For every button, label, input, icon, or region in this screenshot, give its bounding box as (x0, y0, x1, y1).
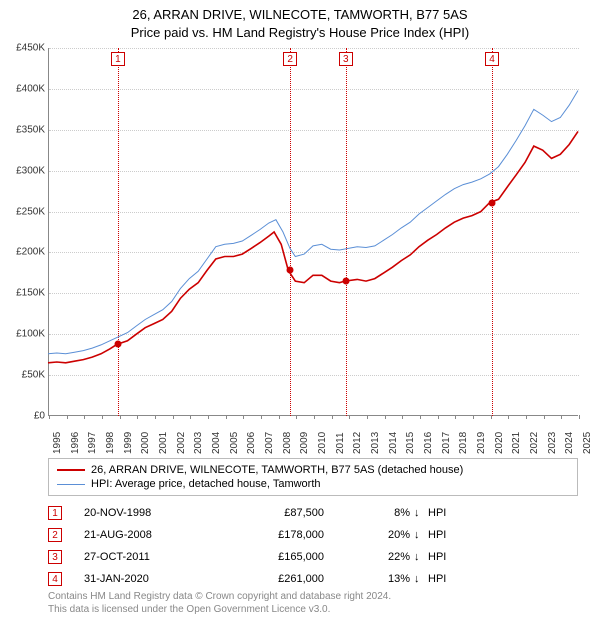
sale-price: £87,500 (224, 507, 324, 519)
sale-hpi-tag: HPI (428, 529, 468, 541)
sale-row: 1 20-NOV-1998£87,5008%↓HPI (48, 502, 578, 524)
x-axis-label: 2013 (370, 432, 381, 454)
sale-hpi-tag: HPI (428, 507, 468, 519)
x-axis-label: 2003 (193, 432, 204, 454)
x-axis-label: 1995 (52, 432, 63, 454)
sale-index-badge: 4 (48, 572, 62, 586)
x-axis-label: 2024 (564, 432, 575, 454)
title-line-1: 26, ARRAN DRIVE, WILNECOTE, TAMWORTH, B7… (132, 7, 467, 22)
x-axis-label: 2014 (388, 432, 399, 454)
x-axis-label: 2017 (441, 432, 452, 454)
sale-price: £165,000 (224, 551, 324, 563)
series-line (48, 91, 578, 354)
sale-hpi-tag: HPI (428, 551, 468, 563)
x-axis-label: 2025 (582, 432, 593, 454)
sales-table: 120-NOV-1998£87,5008%↓HPI221-AUG-2008£17… (48, 502, 578, 590)
x-axis-label: 1996 (70, 432, 81, 454)
chart-title: 26, ARRAN DRIVE, WILNECOTE, TAMWORTH, B7… (0, 0, 600, 42)
x-axis-label: 2008 (282, 432, 293, 454)
down-arrow-icon: ↓ (414, 573, 428, 585)
x-axis-label: 2004 (211, 432, 222, 454)
sale-date: 27-OCT-2011 (84, 551, 224, 563)
sale-pct: 22% (324, 551, 414, 563)
sale-date: 21-AUG-2008 (84, 529, 224, 541)
sale-index-badge: 2 (48, 528, 62, 542)
y-axis-label: £100K (5, 329, 45, 340)
sale-row: 3 27-OCT-2011£165,00022%↓HPI (48, 546, 578, 568)
sale-row: 4 31-JAN-2020£261,00013%↓HPI (48, 568, 578, 590)
down-arrow-icon: ↓ (414, 507, 428, 519)
x-axis-label: 2012 (352, 432, 363, 454)
x-axis-label: 2020 (494, 432, 505, 454)
x-axis-label: 2010 (317, 432, 328, 454)
x-axis-label: 2001 (158, 432, 169, 454)
chart-lines (48, 48, 578, 416)
y-axis-label: £50K (5, 370, 45, 381)
sale-pct: 8% (324, 507, 414, 519)
down-arrow-icon: ↓ (414, 551, 428, 563)
legend-label: HPI: Average price, detached house, Tamw… (91, 478, 321, 490)
sale-index-badge: 3 (48, 550, 62, 564)
down-arrow-icon: ↓ (414, 529, 428, 541)
x-axis-label: 2005 (229, 432, 240, 454)
x-axis-label: 2007 (264, 432, 275, 454)
legend: 26, ARRAN DRIVE, WILNECOTE, TAMWORTH, B7… (48, 458, 578, 496)
y-axis-label: £300K (5, 165, 45, 176)
x-axis-label: 2006 (246, 432, 257, 454)
x-axis-label: 2002 (176, 432, 187, 454)
sale-pct: 20% (324, 529, 414, 541)
x-axis-label: 2023 (547, 432, 558, 454)
footer-attribution: Contains HM Land Registry data © Crown c… (48, 590, 578, 616)
x-axis-label: 2015 (405, 432, 416, 454)
y-axis-label: £450K (5, 43, 45, 54)
title-line-2: Price paid vs. HM Land Registry's House … (131, 25, 469, 40)
x-axis-label: 2016 (423, 432, 434, 454)
legend-swatch (57, 484, 85, 485)
footer-line-1: Contains HM Land Registry data © Crown c… (48, 591, 391, 602)
legend-item: HPI: Average price, detached house, Tamw… (57, 477, 569, 491)
x-axis-label: 2021 (511, 432, 522, 454)
sale-date: 20-NOV-1998 (84, 507, 224, 519)
legend-label: 26, ARRAN DRIVE, WILNECOTE, TAMWORTH, B7… (91, 464, 463, 476)
y-axis-label: £0 (5, 411, 45, 422)
sale-pct: 13% (324, 573, 414, 585)
sale-date: 31-JAN-2020 (84, 573, 224, 585)
x-axis-label: 2000 (140, 432, 151, 454)
y-axis-label: £150K (5, 288, 45, 299)
footer-line-2: This data is licensed under the Open Gov… (48, 604, 330, 615)
x-axis-label: 2018 (458, 432, 469, 454)
legend-item: 26, ARRAN DRIVE, WILNECOTE, TAMWORTH, B7… (57, 463, 569, 477)
plot-area: £0£50K£100K£150K£200K£250K£300K£350K£400… (48, 48, 578, 416)
sale-hpi-tag: HPI (428, 573, 468, 585)
sale-price: £261,000 (224, 573, 324, 585)
x-axis-label: 2019 (476, 432, 487, 454)
x-axis-label: 1999 (123, 432, 134, 454)
sale-price: £178,000 (224, 529, 324, 541)
x-axis-label: 2022 (529, 432, 540, 454)
x-axis-label: 1997 (87, 432, 98, 454)
chart-container: 26, ARRAN DRIVE, WILNECOTE, TAMWORTH, B7… (0, 0, 600, 620)
y-axis-label: £250K (5, 206, 45, 217)
y-axis-label: £200K (5, 247, 45, 258)
legend-swatch (57, 469, 85, 471)
y-axis-label: £350K (5, 124, 45, 135)
sale-index-badge: 1 (48, 506, 62, 520)
x-axis-label: 2011 (335, 432, 346, 454)
x-tick (579, 415, 580, 419)
sale-row: 2 21-AUG-2008£178,00020%↓HPI (48, 524, 578, 546)
x-axis-label: 2009 (299, 432, 310, 454)
y-axis-label: £400K (5, 83, 45, 94)
x-axis-label: 1998 (105, 432, 116, 454)
